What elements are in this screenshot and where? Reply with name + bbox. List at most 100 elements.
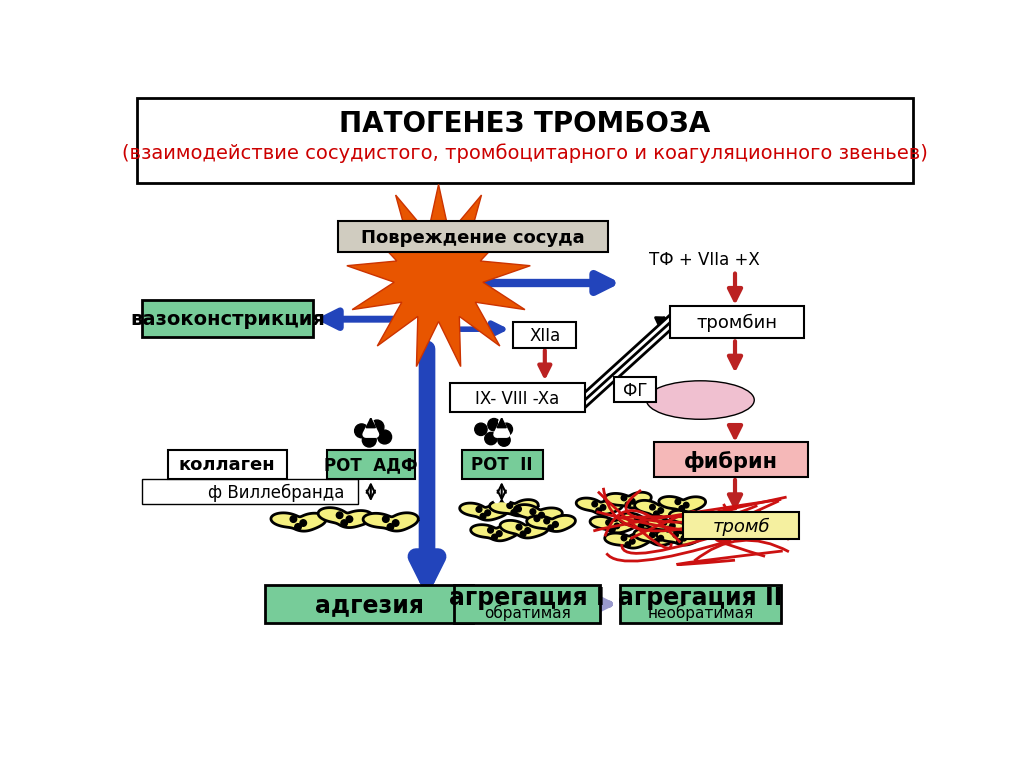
Bar: [327, 450, 416, 479]
Polygon shape: [645, 517, 692, 533]
Circle shape: [515, 506, 521, 512]
Circle shape: [539, 512, 545, 518]
Circle shape: [487, 419, 500, 431]
Circle shape: [600, 505, 606, 510]
Polygon shape: [471, 525, 519, 541]
Circle shape: [484, 433, 497, 445]
Text: ТФ + VIIa +X: ТФ + VIIa +X: [649, 251, 760, 269]
Circle shape: [592, 502, 597, 507]
Circle shape: [609, 526, 615, 532]
Text: РОТ  АДФ: РОТ АДФ: [324, 456, 418, 475]
Circle shape: [487, 527, 494, 533]
Bar: [339, 222, 608, 252]
Circle shape: [336, 512, 343, 518]
Circle shape: [658, 535, 664, 541]
Text: вазоконстрикция: вазоконстрикция: [130, 311, 325, 330]
Text: (взаимодействие сосудистого, тромбоцитарного и коагуляционного звеньев): (взаимодействие сосудистого, тромбоцитар…: [122, 143, 928, 163]
Circle shape: [673, 532, 678, 538]
Circle shape: [498, 434, 510, 446]
Polygon shape: [347, 184, 530, 367]
Circle shape: [634, 517, 640, 522]
Bar: [168, 450, 287, 479]
Bar: [614, 377, 656, 402]
Circle shape: [596, 508, 601, 514]
Polygon shape: [635, 500, 681, 518]
Text: XIIa: XIIa: [529, 328, 560, 345]
Circle shape: [392, 520, 399, 526]
Circle shape: [475, 423, 487, 436]
Bar: [654, 443, 808, 477]
Circle shape: [516, 524, 522, 530]
Circle shape: [662, 520, 667, 525]
Bar: [451, 383, 585, 413]
Polygon shape: [656, 529, 703, 545]
Polygon shape: [634, 528, 681, 545]
Bar: [142, 479, 357, 504]
Circle shape: [511, 509, 517, 515]
Text: агрегация II: агрегация II: [618, 586, 782, 610]
Circle shape: [362, 433, 376, 447]
Circle shape: [658, 508, 664, 513]
Circle shape: [606, 520, 611, 525]
Circle shape: [614, 523, 620, 528]
Circle shape: [675, 499, 681, 505]
Circle shape: [638, 523, 644, 529]
Circle shape: [683, 502, 689, 508]
Polygon shape: [514, 505, 562, 522]
Circle shape: [679, 505, 684, 511]
Bar: [339, 222, 608, 252]
Circle shape: [649, 532, 655, 538]
Text: агрегация I: агрегация I: [450, 586, 605, 610]
Bar: [454, 585, 600, 624]
Text: Повреждение сосуда: Повреждение сосуда: [361, 229, 585, 247]
Circle shape: [625, 542, 631, 548]
Circle shape: [553, 522, 558, 527]
Polygon shape: [605, 532, 651, 548]
Polygon shape: [590, 516, 637, 533]
Circle shape: [480, 513, 486, 519]
Circle shape: [622, 495, 627, 501]
Polygon shape: [271, 513, 326, 531]
Text: фибрин: фибрин: [684, 451, 778, 472]
Polygon shape: [618, 513, 666, 530]
Polygon shape: [364, 513, 419, 531]
Circle shape: [500, 423, 512, 436]
Circle shape: [383, 516, 389, 522]
Bar: [462, 450, 543, 479]
Polygon shape: [526, 515, 575, 532]
Text: ф Виллебранда: ф Виллебранда: [208, 484, 344, 502]
Circle shape: [497, 531, 502, 537]
Bar: [137, 98, 912, 183]
Circle shape: [476, 506, 482, 512]
Circle shape: [649, 505, 655, 510]
Text: РОТ  II: РОТ II: [471, 456, 532, 475]
Text: коллаген: коллаген: [178, 456, 275, 475]
Circle shape: [524, 528, 530, 533]
Circle shape: [484, 510, 490, 515]
Circle shape: [507, 502, 513, 509]
Circle shape: [681, 535, 687, 541]
Circle shape: [643, 520, 648, 525]
Polygon shape: [670, 510, 716, 528]
Polygon shape: [318, 508, 373, 528]
Text: тромб: тромб: [713, 518, 770, 536]
Circle shape: [295, 524, 301, 530]
Circle shape: [666, 526, 671, 532]
Circle shape: [535, 515, 540, 522]
Circle shape: [622, 535, 627, 541]
Bar: [670, 306, 804, 338]
Bar: [513, 321, 577, 347]
Bar: [142, 300, 313, 337]
Circle shape: [688, 521, 694, 527]
Circle shape: [677, 538, 682, 545]
Circle shape: [684, 515, 690, 520]
Text: ФГ: ФГ: [623, 382, 647, 400]
Circle shape: [354, 424, 369, 438]
Bar: [620, 585, 781, 624]
Bar: [265, 585, 473, 624]
Circle shape: [520, 531, 526, 537]
Circle shape: [341, 520, 347, 526]
Circle shape: [630, 538, 635, 544]
Text: адгезия: адгезия: [314, 593, 424, 617]
Circle shape: [346, 516, 352, 522]
